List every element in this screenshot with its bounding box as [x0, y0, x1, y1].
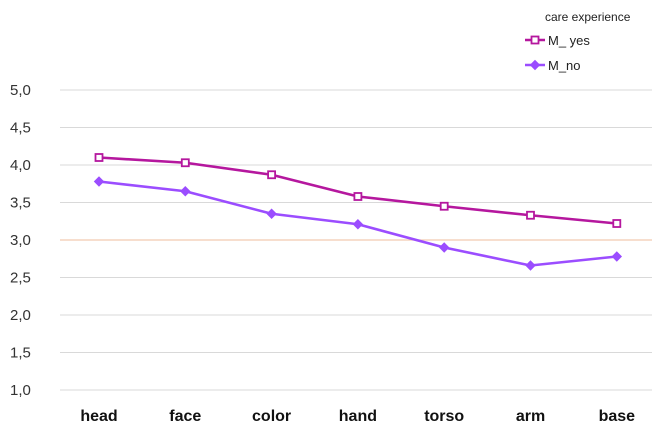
x-tick-label: head — [80, 408, 117, 425]
y-tick-label: 2,0 — [10, 307, 31, 324]
data-point — [352, 219, 364, 230]
legend-entry-1: M_no — [525, 58, 581, 73]
y-tick-label: 3,0 — [10, 232, 31, 249]
data-point — [94, 153, 104, 162]
y-tick-label: 1,0 — [10, 382, 31, 399]
x-tick-label: color — [252, 408, 291, 425]
y-tick-label: 4,5 — [10, 120, 31, 137]
data-point — [266, 208, 277, 219]
data-point — [439, 201, 449, 211]
series-layer — [93, 153, 623, 271]
data-point — [612, 219, 622, 228]
data-point — [526, 210, 535, 220]
series-1 — [93, 176, 623, 271]
data-point — [611, 251, 623, 262]
x-tick-label: base — [599, 408, 636, 425]
x-tick-label: hand — [339, 408, 377, 425]
legend-swatch-marker — [529, 59, 541, 71]
legend-entry-0: M_ yes — [525, 33, 590, 48]
x-axis-ticks: head face color hand torso arm base — [80, 408, 635, 425]
data-point — [353, 192, 363, 201]
data-point — [93, 176, 105, 187]
gridlines — [60, 89, 652, 391]
x-tick-label: arm — [516, 408, 545, 425]
x-tick-label: face — [169, 408, 201, 425]
legend-title: care experience — [545, 10, 631, 24]
y-tick-label: 4,0 — [10, 157, 31, 174]
series-0 — [94, 153, 622, 228]
data-point — [267, 170, 277, 180]
y-axis-ticks: 1,0 1,5 2,0 2,5 3,0 3,5 4,0 4,5 5,0 — [10, 82, 31, 399]
legend-swatch-marker — [530, 35, 540, 45]
y-tick-label: 3,5 — [10, 195, 31, 212]
data-point — [525, 260, 536, 271]
data-point — [180, 158, 190, 168]
legend: care experience M_ yes M_no — [525, 10, 631, 73]
data-point — [438, 242, 450, 253]
y-tick-label: 1,5 — [10, 345, 31, 362]
legend-label: M_ yes — [548, 33, 590, 48]
x-tick-label: torso — [424, 408, 464, 425]
legend-label: M_no — [548, 58, 581, 73]
y-tick-label: 2,5 — [10, 270, 31, 287]
y-tick-label: 5,0 — [10, 82, 31, 99]
data-point — [180, 186, 191, 197]
